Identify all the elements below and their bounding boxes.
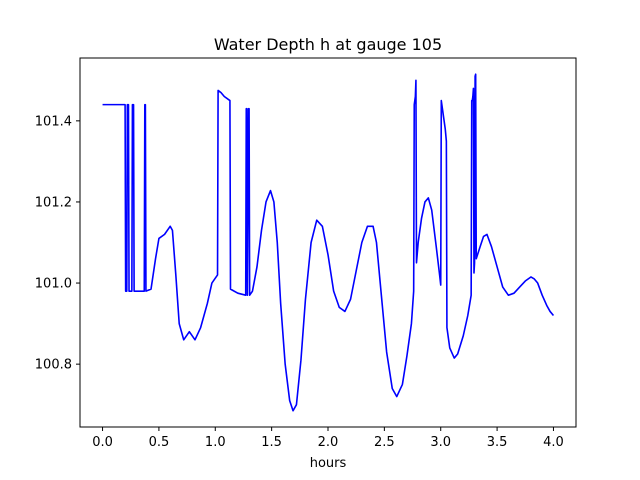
x-tick-label: 3.0	[430, 435, 451, 450]
chart-title: Water Depth h at gauge 105	[214, 35, 442, 54]
x-tick-label: 3.5	[487, 435, 508, 450]
y-axis: 100.8 101.0 101.2 101.4	[35, 114, 80, 373]
y-tick-label: 100.8	[35, 358, 72, 373]
x-tick-label: 4.0	[543, 435, 564, 450]
y-tick-label: 101.2	[35, 195, 72, 210]
x-axis-label: hours	[310, 456, 347, 471]
x-tick-label: 1.0	[205, 435, 226, 450]
x-tick-label: 0.5	[149, 435, 170, 450]
series-line-0	[102, 73, 555, 412]
x-tick-label: 1.5	[261, 435, 282, 450]
plot-area	[102, 73, 555, 412]
x-axis: 0.0 0.5 1.0 1.5 2.0 2.5 3.0 3.5 4.0	[92, 427, 564, 450]
x-tick-label: 0.0	[92, 435, 113, 450]
x-tick-label: 2.0	[318, 435, 339, 450]
x-tick-label: 2.5	[374, 435, 395, 450]
y-tick-label: 101.0	[35, 277, 72, 292]
y-tick-label: 101.4	[35, 114, 72, 129]
